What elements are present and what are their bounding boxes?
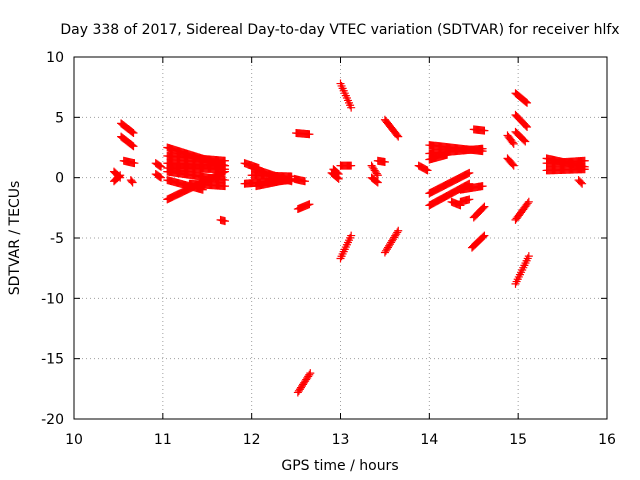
data-point: [578, 179, 587, 188]
grid-lines: [74, 57, 607, 419]
y-tick-label: 0: [55, 171, 64, 187]
data-point: [393, 228, 402, 237]
data-point: [157, 173, 166, 182]
x-axis-label: GPS time / hours: [281, 458, 398, 474]
data-point: [478, 182, 487, 191]
y-tick-labels: -20 -15 -10 -5 0 5 10: [41, 50, 64, 428]
data-point: [524, 252, 533, 261]
data-point: [221, 217, 230, 226]
data-point: [580, 165, 589, 174]
y-tick-label: 5: [55, 110, 64, 126]
data-point: [372, 177, 381, 186]
data-point: [479, 232, 488, 241]
data-point: [387, 238, 396, 247]
chart-title: Day 338 of 2017, Sidereal Day-to-day VTE…: [60, 22, 619, 38]
x-tick-labels: 10 11 12 13 14 15 16: [65, 432, 616, 448]
data-point: [392, 230, 401, 239]
data-point: [300, 177, 309, 186]
x-tick-label: 14: [420, 432, 438, 448]
data-point: [380, 157, 389, 166]
data-point: [157, 162, 166, 171]
y-tick-label: 10: [46, 50, 64, 66]
data-point: [393, 131, 402, 140]
data-point: [333, 169, 342, 178]
data-point: [382, 245, 391, 254]
y-tick-label: -15: [41, 352, 64, 368]
data-point: [524, 197, 533, 206]
data-point: [305, 370, 314, 379]
data-point: [115, 172, 124, 181]
data-point: [128, 128, 137, 137]
x-tick-label: 12: [243, 432, 261, 448]
data-point: [116, 171, 125, 180]
data-point: [394, 226, 403, 235]
data-point: [306, 369, 315, 378]
data-point: [380, 248, 389, 257]
x-tick-label: 16: [598, 432, 616, 448]
data-points: [109, 79, 589, 397]
data-point: [391, 231, 400, 240]
data-point: [385, 241, 394, 250]
data-point: [128, 178, 137, 187]
data-point: [381, 246, 390, 255]
x-tick-label: 11: [154, 432, 172, 448]
data-point: [443, 150, 452, 159]
data-point: [509, 161, 518, 170]
data-point: [372, 169, 381, 178]
data-point: [523, 98, 532, 107]
data-point: [523, 122, 532, 131]
data-point: [580, 156, 589, 165]
x-tick-label: 10: [65, 432, 83, 448]
data-point: [129, 142, 138, 151]
data-point: [508, 160, 517, 169]
data-point: [389, 235, 398, 244]
data-point: [394, 132, 403, 141]
data-point: [480, 231, 489, 240]
data-point: [128, 141, 137, 150]
data-point: [522, 97, 530, 106]
data-point: [383, 243, 392, 252]
data-point: [155, 162, 164, 171]
data-point: [479, 203, 488, 212]
data-point: [576, 178, 585, 187]
data-point: [347, 231, 356, 240]
data-point: [522, 121, 530, 130]
data-point: [480, 126, 489, 135]
data-point: [305, 130, 314, 139]
data-point: [508, 138, 517, 147]
data-point: [388, 236, 397, 245]
data-point: [422, 165, 431, 174]
data-point: [130, 159, 139, 168]
data-point: [129, 129, 138, 138]
data-point: [334, 170, 343, 179]
data-point: [221, 167, 230, 176]
y-tick-label: -5: [50, 231, 64, 247]
data-point: [520, 136, 529, 145]
data-point: [465, 168, 474, 177]
y-tick-label: -20: [41, 412, 64, 428]
data-point: [465, 195, 474, 204]
data-point: [523, 199, 532, 208]
data-point: [423, 166, 432, 175]
data-point: [521, 137, 530, 146]
data-point: [127, 177, 136, 186]
x-tick-label: 13: [332, 432, 350, 448]
data-point: [155, 172, 164, 181]
axis-ticks: [73, 56, 608, 420]
data-point: [221, 182, 230, 191]
data-point: [305, 200, 314, 209]
data-point: [480, 202, 489, 211]
data-point: [386, 240, 395, 249]
data-point: [347, 103, 356, 112]
data-point: [509, 139, 518, 148]
data-point: [373, 171, 382, 180]
y-tick-label: -10: [41, 291, 64, 307]
data-point: [390, 233, 399, 242]
data-point: [347, 161, 356, 170]
y-axis-label: SDTVAR / TECUs: [7, 181, 23, 296]
x-tick-label: 15: [509, 432, 527, 448]
data-point: [478, 144, 487, 153]
data-point: [373, 178, 382, 187]
